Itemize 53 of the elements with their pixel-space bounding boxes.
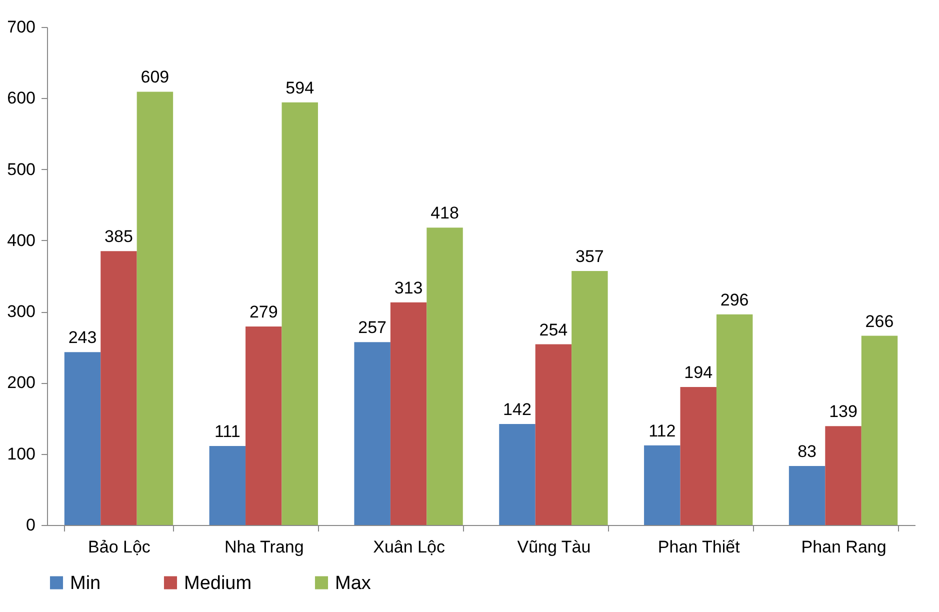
bar: [390, 302, 427, 525]
data-label: 296: [720, 290, 749, 310]
data-label: 194: [684, 362, 713, 382]
bar: [209, 446, 246, 525]
data-label: 83: [798, 442, 817, 461]
data-label: 385: [104, 227, 133, 246]
data-label: 418: [430, 204, 459, 223]
x-tick-label: Phan Rang: [801, 538, 886, 556]
data-label: 112: [648, 421, 676, 440]
data-label: 254: [539, 320, 568, 340]
data-label: 142: [503, 400, 532, 419]
legend-label: Min: [70, 572, 101, 594]
bar: [535, 344, 572, 525]
legend-label: Medium: [184, 572, 252, 594]
bar: [354, 342, 390, 525]
bar: [246, 326, 282, 525]
y-tick-label: 0: [26, 516, 36, 534]
data-label: 111: [214, 422, 240, 442]
x-tick-label: Phan Thiết: [658, 538, 740, 556]
data-label: 357: [575, 247, 604, 266]
bar: [644, 445, 680, 525]
y-tick-label: 700: [7, 18, 36, 36]
data-label: 266: [865, 312, 894, 331]
y-tick-label: 500: [7, 160, 36, 179]
data-label: 609: [140, 68, 170, 87]
data-label: 313: [394, 278, 423, 298]
y-tick-label: 400: [7, 230, 36, 250]
y-tick-label: 100: [7, 444, 36, 464]
bar: [680, 386, 716, 525]
bar: [426, 228, 463, 525]
bar: [825, 426, 862, 525]
y-tick-label: 300: [7, 302, 36, 322]
x-tick-label: Nha Trang: [224, 538, 304, 556]
x-tick-label: Vũng Tàu: [517, 538, 591, 556]
bar: [136, 92, 174, 525]
data-label: 139: [829, 402, 858, 422]
data-label: 257: [358, 318, 387, 338]
x-tick-label: Bảo Lộc: [88, 538, 151, 556]
data-label: 243: [68, 328, 97, 348]
y-tick-label: 600: [7, 88, 36, 108]
y-tick-label: 200: [7, 373, 36, 392]
bar: [282, 102, 318, 525]
bar: [716, 314, 753, 525]
bar: [64, 352, 101, 525]
bar: [861, 336, 898, 525]
bar: [572, 271, 608, 525]
bar: [499, 424, 536, 525]
data-label: 594: [286, 78, 314, 98]
bar: [100, 251, 137, 525]
x-tick-label: Xuân Lộc: [373, 538, 446, 556]
bar: [788, 466, 826, 525]
data-label: 279: [249, 302, 278, 322]
legend-label: Max: [335, 572, 372, 594]
